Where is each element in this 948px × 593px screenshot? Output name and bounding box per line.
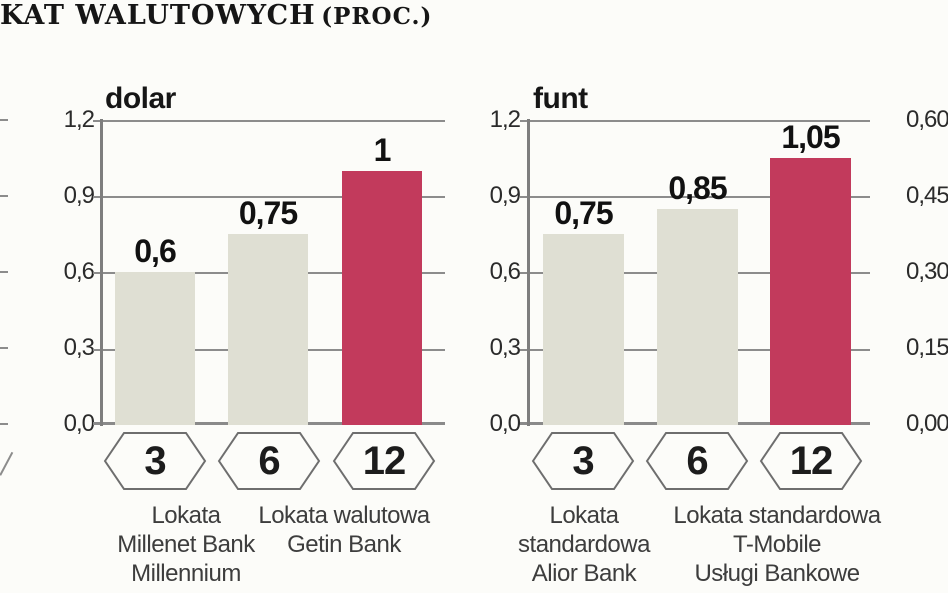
month-marker-label: 12 [362,438,407,483]
month-marker-label: 3 [572,438,594,483]
y-tick-label: 1,2 [63,106,95,133]
footnote-line: Millenet Bank [117,531,255,558]
y-tick-label: 0,9 [63,182,95,209]
y-tick-label: 0,3 [63,334,95,361]
bar-value-label: 0,75 [238,195,298,231]
footnote-line: standardowa [518,531,650,558]
footnote-line: Getin Bank [287,531,401,558]
hexagon-icon [759,432,863,490]
hexagon-icon [103,432,207,490]
gridline [93,120,445,122]
y-tick-label: 1,2 [489,106,521,133]
product-label-alior: Lokata standardowa Alior Bank [518,501,650,588]
page-title-text: KAT WALUTOWYCH [0,0,316,31]
bar-group: 0,85 [657,120,738,425]
bar-funt-6m [657,209,738,425]
hexagon-icon [645,432,749,490]
y-tick-label: 0,00 [906,410,948,437]
y-tick-label: 0,0 [63,410,95,437]
y-tick-label: 0,45 [906,182,948,209]
bar-value-label: 0,85 [668,170,727,206]
bar-group: 0,6 [115,120,195,425]
month-marker-label: 6 [686,438,708,483]
y-tick-label: 0,6 [63,258,95,285]
plot-area-funt: 0,75 0,85 1,05 [520,119,870,426]
y-tick-label: 0,0 [489,410,521,437]
y-tick-label: 0,15 [906,334,948,361]
y-tick-label: 0,6 [489,258,521,285]
plot-area-dolar: 0,6 0,75 1 [93,119,445,426]
y-axis-line [100,119,103,426]
month-marker-6: 6 [217,430,321,492]
bar-dolar-6m [228,234,308,425]
month-marker-label: 3 [144,438,166,483]
footnote-line: Lokata walutowa [258,502,430,529]
month-marker-12: 12 [759,430,863,492]
page-title-unit: (PROC.) [321,3,433,30]
chart-title-dolar: dolar [105,82,176,115]
chart-title-funt: funt [533,82,588,115]
gridline [520,120,870,122]
month-marker-label: 6 [258,438,280,483]
axis-tick [0,423,8,425]
bar-value-label: 0,75 [554,195,613,231]
bar-funt-12m [770,158,851,425]
y-axis-line [527,119,530,426]
hexagon-icon [531,432,635,490]
footnote-line: Lokata standardowa [673,502,881,529]
bar-funt-3m [543,234,624,425]
month-marker-6: 6 [645,430,749,492]
bar-value-label: 1 [373,132,392,168]
bar-group: 1 [342,120,422,425]
bar-group: 1,05 [770,120,851,425]
bar-group: 0,75 [228,120,308,425]
y-tick-label: 0,9 [489,182,521,209]
cropped-hexagon-edge [0,446,14,476]
footnote-line: Lokata [549,502,619,529]
gridline [520,196,870,198]
axis-tick [0,271,8,273]
month-marker-3: 3 [531,430,635,492]
axis-tick [0,195,8,197]
hexagon-icon [217,432,321,490]
y-tick-label: 0,30 [906,258,948,285]
bar-value-label: 0,6 [134,233,176,269]
bar-value-label: 1,05 [781,119,840,155]
bar-dolar-3m [115,272,195,425]
footnote-line: T-Mobile [732,531,822,558]
y-tick-label: 0,3 [489,334,521,361]
bar-group: 0,75 [543,120,624,425]
footnote-line: Alior Bank [531,560,637,587]
product-label-tmobile: Lokata standardowa T-Mobile Usługi Banko… [673,501,881,588]
month-marker-label: 12 [789,438,834,483]
footnote-line: Millennium [131,560,241,587]
footnote-line: Usługi Bankowe [694,560,860,587]
page-title: KAT WALUTOWYCH (PROC.) [0,0,432,31]
axis-tick [0,119,8,121]
y-tick-label: 0,60 [906,106,948,133]
gridline [93,196,445,198]
product-label-getin: Lokata walutowa Getin Bank [258,501,430,559]
product-label-millennium: Lokata Millenet Bank Millennium [117,501,255,588]
hexagon-icon [332,432,436,490]
axis-tick [0,347,8,349]
bar-dolar-12m [342,171,422,425]
month-marker-3: 3 [103,430,207,492]
month-marker-12: 12 [332,430,436,492]
footnote-line: Lokata [151,502,221,529]
